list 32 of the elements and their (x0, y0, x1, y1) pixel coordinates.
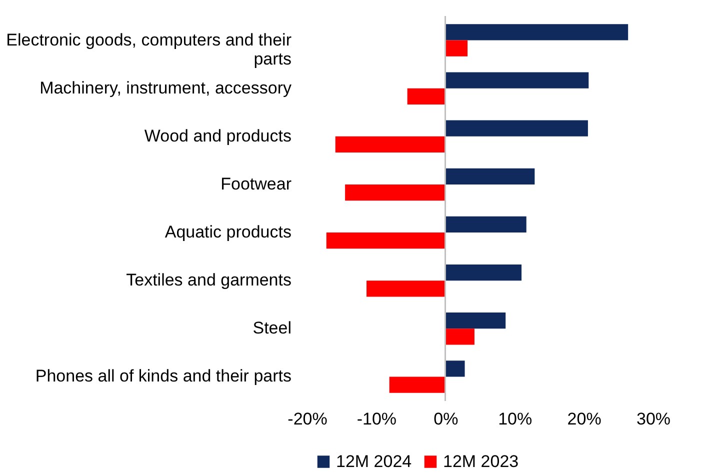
bar (445, 72, 589, 88)
legend-label: 12M 2024 (336, 452, 412, 471)
y-tick-label: Textiles and garments (126, 270, 292, 290)
x-tick-label: 30% (636, 410, 671, 428)
bar (326, 232, 446, 249)
bar (445, 24, 628, 40)
legend-label: 12M 2023 (443, 452, 519, 471)
bar (445, 312, 506, 329)
y-tick-label: Phones all of kinds and their parts (35, 366, 292, 386)
bar (445, 328, 474, 345)
x-tick-label: 0% (434, 410, 458, 428)
x-tick-label: 20% (567, 410, 602, 428)
bar (445, 168, 535, 184)
bar (445, 40, 468, 56)
x-tick-label: 10% (498, 410, 532, 428)
x-tick-label: -20% (288, 410, 328, 428)
x-tick-label: -10% (356, 410, 397, 428)
bar (445, 120, 588, 136)
bar (389, 376, 446, 393)
bar (345, 184, 446, 201)
y-tick-label: Footwear (220, 174, 292, 194)
bar (335, 136, 446, 153)
bar (445, 216, 526, 233)
bar (366, 280, 446, 297)
y-tick-label: Aquatic products (164, 222, 292, 242)
bar (445, 264, 522, 281)
y-tick-label: Wood and products (144, 126, 292, 146)
bar (445, 360, 465, 377)
y-tick-label: Machinery, instrument, accessory (40, 78, 292, 98)
bar (407, 88, 446, 104)
y-tick-label: Steel (252, 318, 292, 338)
y-tick-label: Electronic goods, computers and their parts (6, 30, 292, 68)
